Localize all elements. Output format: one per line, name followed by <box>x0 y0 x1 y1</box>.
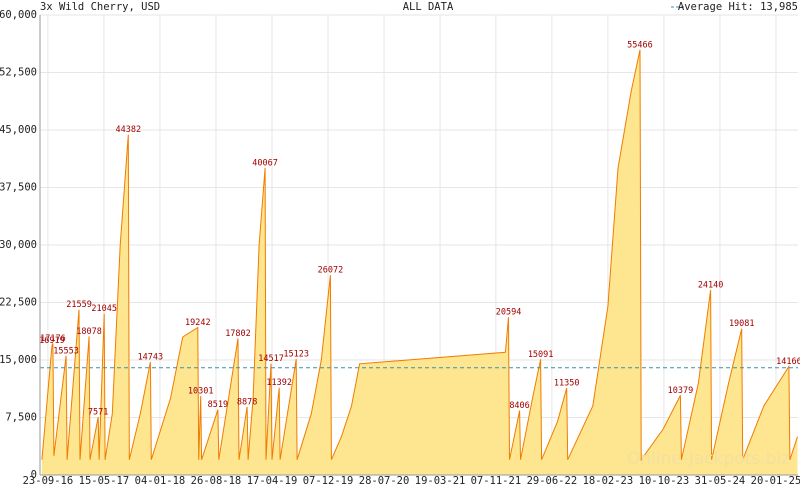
area-line <box>41 49 798 462</box>
x-tick-label: 19-03-21 <box>415 475 466 487</box>
x-tick-label: 26-08-18 <box>191 475 242 487</box>
data-label: 8878 <box>237 397 257 407</box>
data-label: 15091 <box>528 350 554 360</box>
data-label: 15553 <box>53 346 79 356</box>
x-tick-label: 31-05-24 <box>695 475 746 487</box>
data-label: 7571 <box>88 407 108 417</box>
x-tick-label: 04-01-18 <box>135 475 186 487</box>
chart-subtitle: ALL DATA <box>403 1 454 13</box>
data-label: 15123 <box>283 350 309 360</box>
y-tick-label: 60,000 <box>0 9 37 21</box>
data-label: 17176 <box>40 334 66 344</box>
y-tick-label: 15,000 <box>0 354 37 366</box>
data-label: 20594 <box>496 308 522 318</box>
data-label: 8406 <box>509 401 529 411</box>
x-tick-label: 10-10-23 <box>639 475 690 487</box>
data-label: 55466 <box>627 40 653 50</box>
y-tick-label: 52,500 <box>0 67 37 79</box>
area-fill <box>41 49 798 476</box>
data-label: 21045 <box>91 304 117 314</box>
y-tick-label: 45,000 <box>0 124 37 136</box>
x-tick-label: 28-07-20 <box>359 475 410 487</box>
data-label: 17802 <box>225 329 251 339</box>
data-label: 11392 <box>266 378 292 388</box>
x-tick-label: 07-12-19 <box>303 475 354 487</box>
data-label: 19081 <box>729 319 755 329</box>
x-tick-label: 29-06-22 <box>527 475 578 487</box>
legend-label: Average Hit: 13,985 <box>678 1 798 13</box>
data-label: 14743 <box>138 352 164 362</box>
data-label: 10379 <box>668 386 694 396</box>
data-label: 18078 <box>76 327 102 337</box>
data-label: 14166 <box>776 357 800 367</box>
y-tick-label: 0 <box>31 469 37 481</box>
data-label: 16919 <box>39 336 65 346</box>
x-tick-label: 17-04-19 <box>247 475 298 487</box>
x-tick-label: 23-09-16 <box>23 475 74 487</box>
data-label: 21559 <box>66 300 92 310</box>
y-tick-label: 37,500 <box>0 182 37 194</box>
data-label: 26072 <box>318 266 344 276</box>
data-label: 40067 <box>252 158 278 168</box>
data-label: 24140 <box>698 280 724 290</box>
data-label: 44382 <box>116 125 142 135</box>
x-tick-label: 20-01-25 <box>751 475 800 487</box>
data-label: 14517 <box>258 354 284 364</box>
x-tick-label: 07-11-21 <box>471 475 522 487</box>
chart-title: 3x Wild Cherry, USD <box>40 1 160 13</box>
data-label: 11350 <box>554 378 580 388</box>
y-tick-label: 7,500 <box>5 412 37 424</box>
data-label: 19242 <box>185 318 211 328</box>
x-tick-label: 15-05-17 <box>79 475 130 487</box>
y-tick-label: 22,500 <box>0 297 37 309</box>
x-tick-label: 18-02-23 <box>583 475 634 487</box>
watermark: Online-Jackpots.biz <box>627 449 790 469</box>
y-tick-label: 30,000 <box>0 239 37 251</box>
data-label: 8519 <box>208 400 228 410</box>
data-label: 10301 <box>188 387 214 397</box>
